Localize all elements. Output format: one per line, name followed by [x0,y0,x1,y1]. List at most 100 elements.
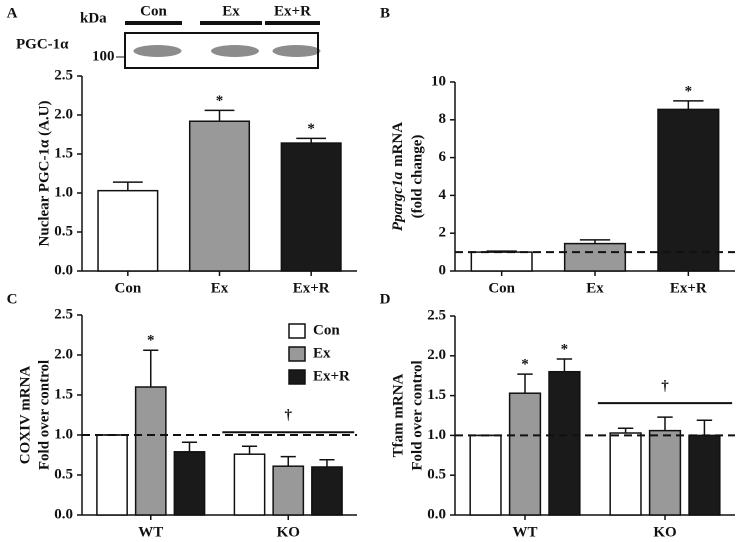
bar [311,466,343,516]
x-tick-label: Con [488,280,515,296]
bar [188,120,251,272]
x-tick-label: Ex+R [293,280,330,296]
y-tick-label: 10 [431,73,446,89]
y-tick-label: 2 [439,225,447,241]
error-bar [241,445,258,455]
x-tick-label: Con [114,280,141,296]
y-tick-label: 1.0 [54,184,73,200]
y-tick-label: 1.5 [427,387,446,403]
legend-label: Ex [313,345,331,361]
y-tick-label: 1.5 [54,145,73,161]
blot-frame [124,32,319,69]
panel-letter: A [7,5,18,21]
blot-kda: kDa [80,10,107,26]
y-tick-label: 1.0 [427,427,446,443]
y-tick-label: 0.5 [54,466,73,482]
y-tick-label: 2.5 [54,67,73,83]
error-bar [296,137,327,144]
y-tick-label: 2.5 [427,307,446,323]
y-tick-label: 6 [439,149,447,165]
bar [134,386,167,516]
blot-lane-label: Ex+R [274,3,311,19]
legend-label: Ex+R [313,368,350,384]
bar [470,251,533,272]
y-tick-label: 1.0 [54,426,73,442]
y-axis-label: COXIV mRNA [17,366,33,465]
error-bar [617,427,634,434]
x-tick-label: Ex [586,280,604,296]
bar [233,453,266,516]
x-tick-label: WT [138,524,163,540]
bar [280,142,342,272]
error-bar [657,416,673,431]
bar [657,108,720,272]
y-tick-label: 2.0 [54,346,73,362]
y-axis-label: Fold over control [36,360,52,470]
bar [609,432,642,516]
y-tick-label: 8 [439,111,447,127]
legend-swatch [288,323,306,339]
blot-band [272,45,321,57]
y-tick-label: 2.5 [54,306,73,322]
error-bar [143,349,159,387]
y-axis-label: Tfam mRNA [390,373,406,457]
error-bar [579,239,611,244]
y-tick-label: 2.0 [54,106,73,122]
blot-protein: PGC-1α [16,36,69,52]
annotation: * [216,93,224,109]
blot-lane-label: Ex [222,3,240,19]
panel-letter: B [380,5,390,21]
y-axis-label: (fold change) [409,135,425,219]
y-tick-label: 0.0 [54,262,73,278]
error-bar [556,358,573,372]
bar [97,189,159,272]
y-tick-label: 0 [439,262,447,278]
y-axis-label-part: mRNA [390,122,406,167]
panel-letter: C [7,291,18,307]
y-tick-label: 4 [439,187,447,203]
legend-label: Con [313,322,340,338]
x-tick-label: KO [277,524,300,540]
error-bar [280,455,296,467]
error-bar [112,181,143,191]
y-axis-label: Nuclear PGC-1α (A.U) [36,101,52,247]
annotation: * [147,333,155,349]
blot-marker: 100 [92,48,115,64]
bar [96,434,128,516]
annotation: * [307,121,315,137]
legend-swatch [288,346,306,362]
annotation: † [285,408,293,424]
annotation: † [661,379,669,395]
bar [272,465,305,516]
y-tick-label: 0.0 [54,506,73,522]
error-bar [696,419,713,436]
blot-lane-label: Con [140,3,167,19]
bar [508,392,542,516]
y-tick-label: 0.5 [427,467,446,483]
bar [548,370,581,516]
x-tick-label: KO [653,524,676,540]
y-tick-label: 2.0 [427,347,446,363]
error-bar [181,441,198,452]
error-bar [319,459,335,467]
annotation: * [685,83,693,99]
blot-band [211,45,259,57]
annotation: * [521,357,529,373]
error-bar [204,109,235,122]
y-axis-label: Fold over control [409,360,425,470]
legend-swatch [288,369,306,385]
error-bar [673,100,704,110]
y-tick-label: 0.0 [427,506,446,522]
bar [688,434,721,516]
x-tick-label: WT [512,524,537,540]
y-axis-label: Ppargc1a mRNA [390,122,406,231]
error-bar [517,373,533,394]
x-tick-label: Ex+R [670,280,707,296]
bar [173,451,206,516]
panel-letter: D [380,291,391,307]
y-axis-label-part: Ppargc1a [390,171,406,231]
y-tick-label: 0.5 [54,223,73,239]
x-tick-label: Ex [211,280,229,296]
bar [648,429,682,516]
